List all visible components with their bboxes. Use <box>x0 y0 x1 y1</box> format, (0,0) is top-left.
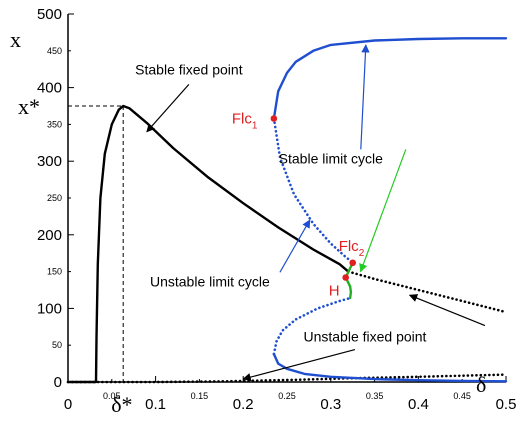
annotation-labels: Stable fixed point Stable limit cycle Unst… <box>135 61 426 344</box>
unstable-limit-cycle-line <box>272 296 352 356</box>
annotation-arrow <box>359 149 407 273</box>
x-tick-label: 0 <box>64 396 72 413</box>
x-axis-label: δ <box>476 372 486 397</box>
y-minor-tick-label: 150 <box>47 267 62 277</box>
special-points: Flc1 Flc2 H <box>232 111 365 300</box>
x-tick-label: 0.4 <box>408 396 429 413</box>
x-tick-label: 0.3 <box>320 396 341 413</box>
x-star-label: δ* <box>111 392 132 417</box>
special-point-flc2 <box>349 259 357 267</box>
special-point-flc1 <box>270 115 278 122</box>
annotation-arrow <box>360 44 370 150</box>
ticks: 0 0.1 0.2 0.3 0.4 0.5 0.05 0.15 0.25 0.35 0.45 0 100… <box>37 6 516 413</box>
unstable-fixed-point-line <box>347 270 508 314</box>
annotation-unstable-limit-cycle: Unstable limit cycle <box>150 273 270 289</box>
stable-limit-cycle-line <box>272 352 508 383</box>
unstable-limit-cycle-line <box>272 117 354 265</box>
y-tick-label: 100 <box>37 300 62 317</box>
stable-limit-cycle-line <box>272 37 508 120</box>
special-point-label: Flc2 <box>339 238 365 259</box>
x-minor-tick-label: 0.35 <box>366 391 384 401</box>
y-tick-label: 0 <box>54 374 62 391</box>
y-star-label: x* <box>18 94 40 119</box>
y-tick-label: 200 <box>37 227 62 244</box>
y-minor-tick-label: 450 <box>47 46 62 56</box>
annotation-unstable-fixed-point: Unstable fixed point <box>303 329 426 345</box>
y-tick-label: 400 <box>37 80 62 97</box>
y-minor-tick-label: 350 <box>47 119 62 129</box>
annotation-arrow <box>146 83 190 133</box>
x-tick-label: 0.5 <box>496 396 517 413</box>
annotation-arrow <box>242 348 356 382</box>
special-point-label: H <box>329 282 340 299</box>
x-minor-tick-label: 0.45 <box>453 391 471 401</box>
series-group <box>66 37 508 384</box>
annotation-arrow <box>408 294 486 327</box>
hopf-branch-line <box>344 276 353 300</box>
y-tick-label: 300 <box>37 153 62 170</box>
x-tick-label: 0.1 <box>145 396 166 413</box>
annotation-arrow <box>279 219 311 273</box>
y-tick-label: 500 <box>37 6 62 23</box>
special-point-label: Flc1 <box>232 111 258 132</box>
stable-fixed-point-line <box>66 104 350 384</box>
x-minor-tick-label: 0.25 <box>278 391 296 401</box>
special-point-h <box>342 274 349 281</box>
annotation-stable-limit-cycle: Stable limit cycle <box>279 150 383 166</box>
unstable-fixed-point-line <box>66 373 508 384</box>
y-minor-tick-label: 250 <box>47 193 62 203</box>
x-minor-tick-label: 0.05 <box>103 391 121 401</box>
x-tick-label: 0.2 <box>233 396 254 413</box>
x-minor-tick-label: 0.15 <box>191 391 209 401</box>
y-minor-tick-label: 50 <box>52 340 62 350</box>
annotation-arrows <box>146 44 486 382</box>
star-guides: x* δ* <box>18 94 133 417</box>
y-axis-label: x <box>10 27 21 52</box>
annotation-stable-fixed-point: Stable fixed point <box>135 61 243 77</box>
